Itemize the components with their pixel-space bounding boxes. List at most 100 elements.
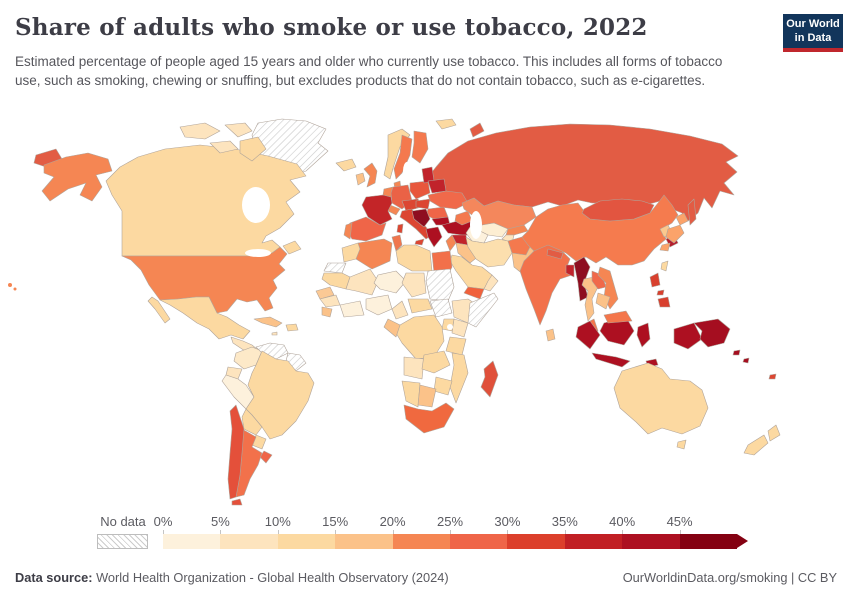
- country-south-sudan[interactable]: [429, 298, 453, 318]
- legend-bin[interactable]: [335, 534, 393, 549]
- country-taiwan[interactable]: [660, 260, 669, 272]
- country-ukraine[interactable]: [427, 190, 469, 210]
- country-poland[interactable]: [409, 180, 431, 200]
- country-brazil[interactable]: [245, 350, 315, 440]
- no-data-swatch[interactable]: [97, 534, 148, 549]
- country-russia-novaya-zemlya[interactable]: [469, 122, 485, 138]
- country-tunisia[interactable]: [391, 234, 403, 252]
- country-tanzania[interactable]: [445, 336, 467, 356]
- country-canada[interactable]: [105, 144, 307, 257]
- region-guyanas[interactable]: [285, 352, 307, 372]
- country-uk[interactable]: [363, 162, 378, 188]
- country-japan-honshu[interactable]: [665, 224, 685, 244]
- country-philippines-luzon[interactable]: [649, 272, 661, 288]
- country-finland[interactable]: [411, 130, 429, 164]
- legend-bin[interactable]: [392, 534, 451, 549]
- country-oman[interactable]: [483, 274, 499, 292]
- country-russia-sakhalin[interactable]: [687, 198, 697, 226]
- country-italy-sicily[interactable]: [414, 238, 425, 246]
- region-congo-gabon[interactable]: [383, 318, 401, 338]
- country-senegal[interactable]: [315, 286, 335, 300]
- legend-bin[interactable]: [220, 534, 278, 549]
- country-australia[interactable]: [613, 362, 709, 435]
- country-mexico-baja[interactable]: [147, 296, 171, 324]
- country-belarus[interactable]: [427, 178, 447, 194]
- country-new-zealand-south[interactable]: [743, 434, 769, 456]
- country-canada-baffin[interactable]: [239, 136, 267, 162]
- country-chile[interactable]: [227, 404, 245, 500]
- country-canada-arctic-1[interactable]: [179, 122, 221, 140]
- country-solomon-2[interactable]: [742, 357, 750, 364]
- country-sudan[interactable]: [425, 268, 455, 302]
- country-canada-arctic-3[interactable]: [209, 140, 239, 154]
- legend-bin[interactable]: [277, 534, 336, 549]
- country-south-africa[interactable]: [403, 402, 455, 434]
- country-chad[interactable]: [401, 272, 427, 298]
- legend-bin[interactable]: [163, 534, 221, 549]
- country-svalbard[interactable]: [435, 118, 457, 130]
- legend-bin[interactable]: [450, 534, 508, 549]
- country-mexico[interactable]: [159, 296, 251, 340]
- country-nigeria[interactable]: [365, 294, 393, 316]
- country-western-sahara[interactable]: [323, 262, 347, 274]
- country-sri-lanka[interactable]: [545, 328, 556, 342]
- country-usa-alaska[interactable]: [41, 152, 113, 202]
- owid-logo[interactable]: Our World in Data: [783, 14, 843, 52]
- country-niger[interactable]: [373, 270, 407, 294]
- country-portugal[interactable]: [343, 222, 353, 240]
- country-canada-novascotia[interactable]: [282, 240, 302, 255]
- country-ireland[interactable]: [355, 172, 366, 186]
- country-jamaica[interactable]: [271, 331, 278, 336]
- country-cameroon[interactable]: [391, 300, 409, 320]
- country-papua-new-guinea[interactable]: [693, 318, 731, 348]
- country-indonesia-papua[interactable]: [673, 322, 703, 350]
- country-kyrgyzstan[interactable]: [505, 224, 529, 236]
- country-angola[interactable]: [403, 356, 425, 380]
- country-indonesia-sumatra[interactable]: [575, 320, 601, 350]
- legend-bin[interactable]: [622, 534, 680, 549]
- country-sierra-leone[interactable]: [321, 306, 333, 318]
- country-japan-kyushu[interactable]: [659, 242, 671, 252]
- country-malaysia-borneo[interactable]: [603, 310, 633, 324]
- country-tierra-del-fuego[interactable]: [231, 498, 243, 506]
- country-sweden[interactable]: [393, 134, 413, 180]
- country-iceland[interactable]: [335, 158, 357, 172]
- country-nepal[interactable]: [546, 248, 564, 260]
- legend-bin[interactable]: [564, 534, 623, 549]
- country-indonesia-sulawesi[interactable]: [636, 322, 651, 348]
- country-madagascar[interactable]: [480, 360, 499, 398]
- country-cuba[interactable]: [253, 316, 283, 328]
- country-usa-hawaii-2[interactable]: [13, 287, 17, 291]
- country-australia-tasmania[interactable]: [676, 439, 687, 450]
- country-zambia[interactable]: [421, 350, 451, 374]
- country-mauritania[interactable]: [321, 272, 351, 290]
- country-cambodia[interactable]: [595, 292, 611, 310]
- region-ivory-coast-ghana[interactable]: [339, 300, 365, 318]
- region-balkans[interactable]: [411, 208, 431, 228]
- country-canada-arctic-2[interactable]: [224, 122, 253, 138]
- country-iran[interactable]: [465, 236, 513, 268]
- country-bangladesh[interactable]: [565, 264, 575, 278]
- country-central-african-republic[interactable]: [407, 298, 433, 314]
- region-malawi-mozambique[interactable]: [449, 352, 469, 404]
- region-caucasus[interactable]: [454, 210, 473, 226]
- country-hispaniola[interactable]: [285, 323, 299, 332]
- country-botswana[interactable]: [417, 384, 437, 408]
- country-algeria[interactable]: [355, 238, 393, 270]
- country-solomon-1[interactable]: [732, 349, 741, 356]
- country-india[interactable]: [519, 244, 573, 326]
- country-greece[interactable]: [425, 226, 443, 248]
- country-drc[interactable]: [395, 314, 445, 360]
- country-mongolia[interactable]: [581, 198, 655, 222]
- country-fiji[interactable]: [768, 373, 777, 380]
- country-indonesia-java[interactable]: [591, 352, 631, 368]
- country-usa-hawaii-1[interactable]: [8, 283, 12, 287]
- country-libya[interactable]: [395, 244, 433, 272]
- legend-bin[interactable]: [679, 534, 738, 549]
- region-hungary-slovakia[interactable]: [415, 198, 431, 210]
- country-mali[interactable]: [345, 268, 379, 296]
- country-japan-hokkaido[interactable]: [675, 212, 689, 226]
- country-philippines-mindanao[interactable]: [657, 296, 671, 308]
- country-iraq[interactable]: [455, 242, 481, 264]
- country-zimbabwe[interactable]: [433, 376, 453, 396]
